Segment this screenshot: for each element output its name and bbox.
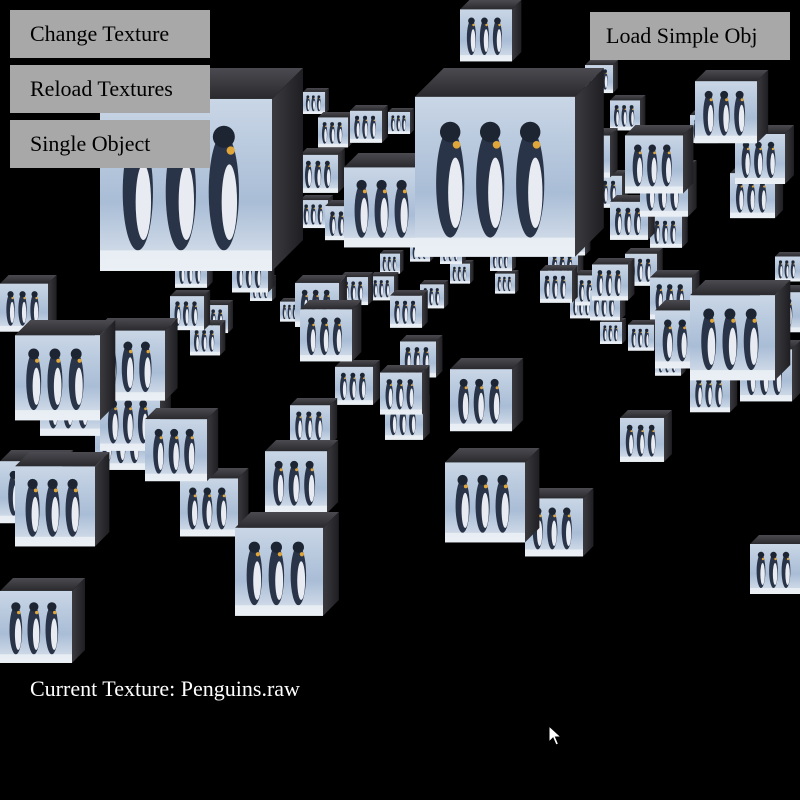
textured-cube [344,153,439,248]
textured-cube [303,88,329,114]
current-texture-label: Current Texture: [30,676,181,701]
single-object-button[interactable]: Single Object [10,120,210,168]
textured-cube [388,108,414,134]
textured-cube [300,148,345,193]
textured-cube [290,398,338,446]
textured-cube [625,125,694,194]
textured-cube [495,270,519,294]
textured-cube [750,535,800,594]
textured-cube [300,300,362,362]
textured-cube [380,365,430,415]
textured-cube [695,70,769,144]
textured-cube [610,95,646,131]
current-texture-status: Current Texture: Penguins.raw [30,676,300,702]
textured-cube [0,578,85,663]
textured-cube [450,260,474,284]
textured-cube [15,320,116,421]
textured-cube [350,105,388,143]
textured-cube [445,448,540,543]
textured-cube [390,290,428,328]
textured-cube [335,360,380,405]
textured-cube [15,452,110,547]
textured-cube [600,318,626,344]
textured-cube [370,272,399,301]
textured-cube [540,265,578,303]
textured-cube [318,112,354,148]
textured-cube [525,488,594,557]
change-texture-button[interactable]: Change Texture [10,10,210,58]
textured-cube [170,290,211,331]
reload-textures-button[interactable]: Reload Textures [10,65,210,113]
textured-cube [235,512,339,616]
textured-cube [620,410,672,462]
textured-cube [628,320,659,351]
current-texture-value: Penguins.raw [180,676,300,701]
textured-cube [415,68,604,257]
textured-cube [300,195,334,229]
arrow-cursor-icon [548,725,562,746]
textured-cube [450,358,524,432]
textured-cube [380,250,404,274]
textured-cube [265,440,339,514]
textured-cube [690,280,791,381]
textured-cube [145,408,219,482]
textured-cube [460,0,522,62]
load-simple-obj-button[interactable]: Load Simple Obj [590,12,790,60]
textured-cube [592,258,635,301]
textured-cube [775,252,800,282]
